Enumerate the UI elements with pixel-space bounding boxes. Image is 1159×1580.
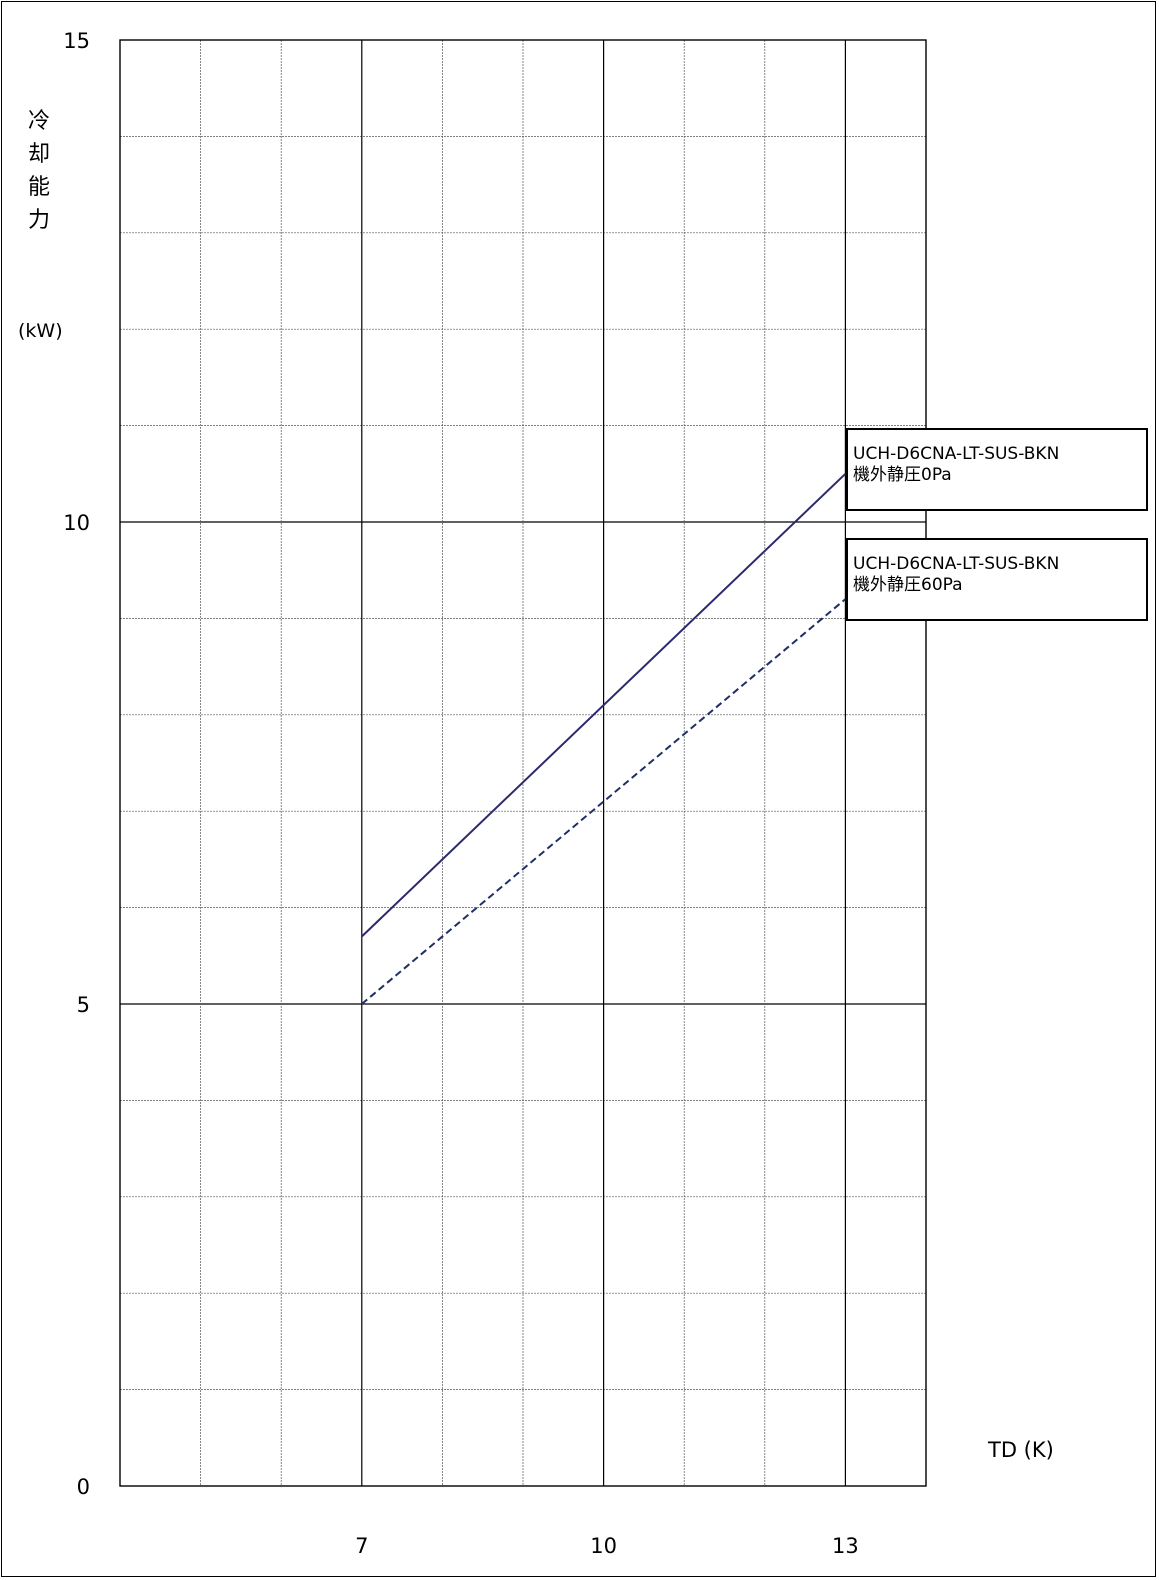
legend-series-1-line1: UCH-D6CNA-LT-SUS-BKN	[853, 554, 1060, 574]
legend-series-0: UCH-D6CNA-LT-SUS-BKN 機外静圧0Pa	[846, 428, 1148, 511]
y-axis-label-char-3: 力	[28, 208, 51, 233]
legend-series-1: UCH-D6CNA-LT-SUS-BKN 機外静圧60Pa	[846, 538, 1148, 621]
y-axis-label-char-1: 却	[28, 142, 51, 167]
x-axis-label: TD (K)	[988, 1438, 1054, 1462]
legend-series-1-line2: 機外静圧60Pa	[853, 575, 963, 595]
plot-area-border	[119, 39, 927, 1487]
x-tick-label-10: 10	[590, 1534, 617, 1558]
series-line-0	[361, 473, 847, 938]
x-tick-label-7: 7	[355, 1534, 368, 1558]
y-axis-unit: (kW)	[18, 320, 63, 342]
y-tick-label-10: 10	[63, 511, 90, 535]
x-tick-label-13: 13	[832, 1534, 859, 1558]
y-axis-label-char-2: 能	[28, 175, 51, 200]
y-tick-label-15: 15	[63, 29, 90, 53]
y-axis-label-char-0: 冷	[28, 109, 51, 134]
y-tick-label-5: 5	[77, 993, 90, 1017]
y-tick-label-0: 0	[77, 1475, 90, 1499]
series-line-1	[361, 598, 847, 1005]
legend-series-0-line1: UCH-D6CNA-LT-SUS-BKN	[853, 444, 1060, 464]
legend-series-0-line2: 機外静圧0Pa	[853, 465, 952, 485]
